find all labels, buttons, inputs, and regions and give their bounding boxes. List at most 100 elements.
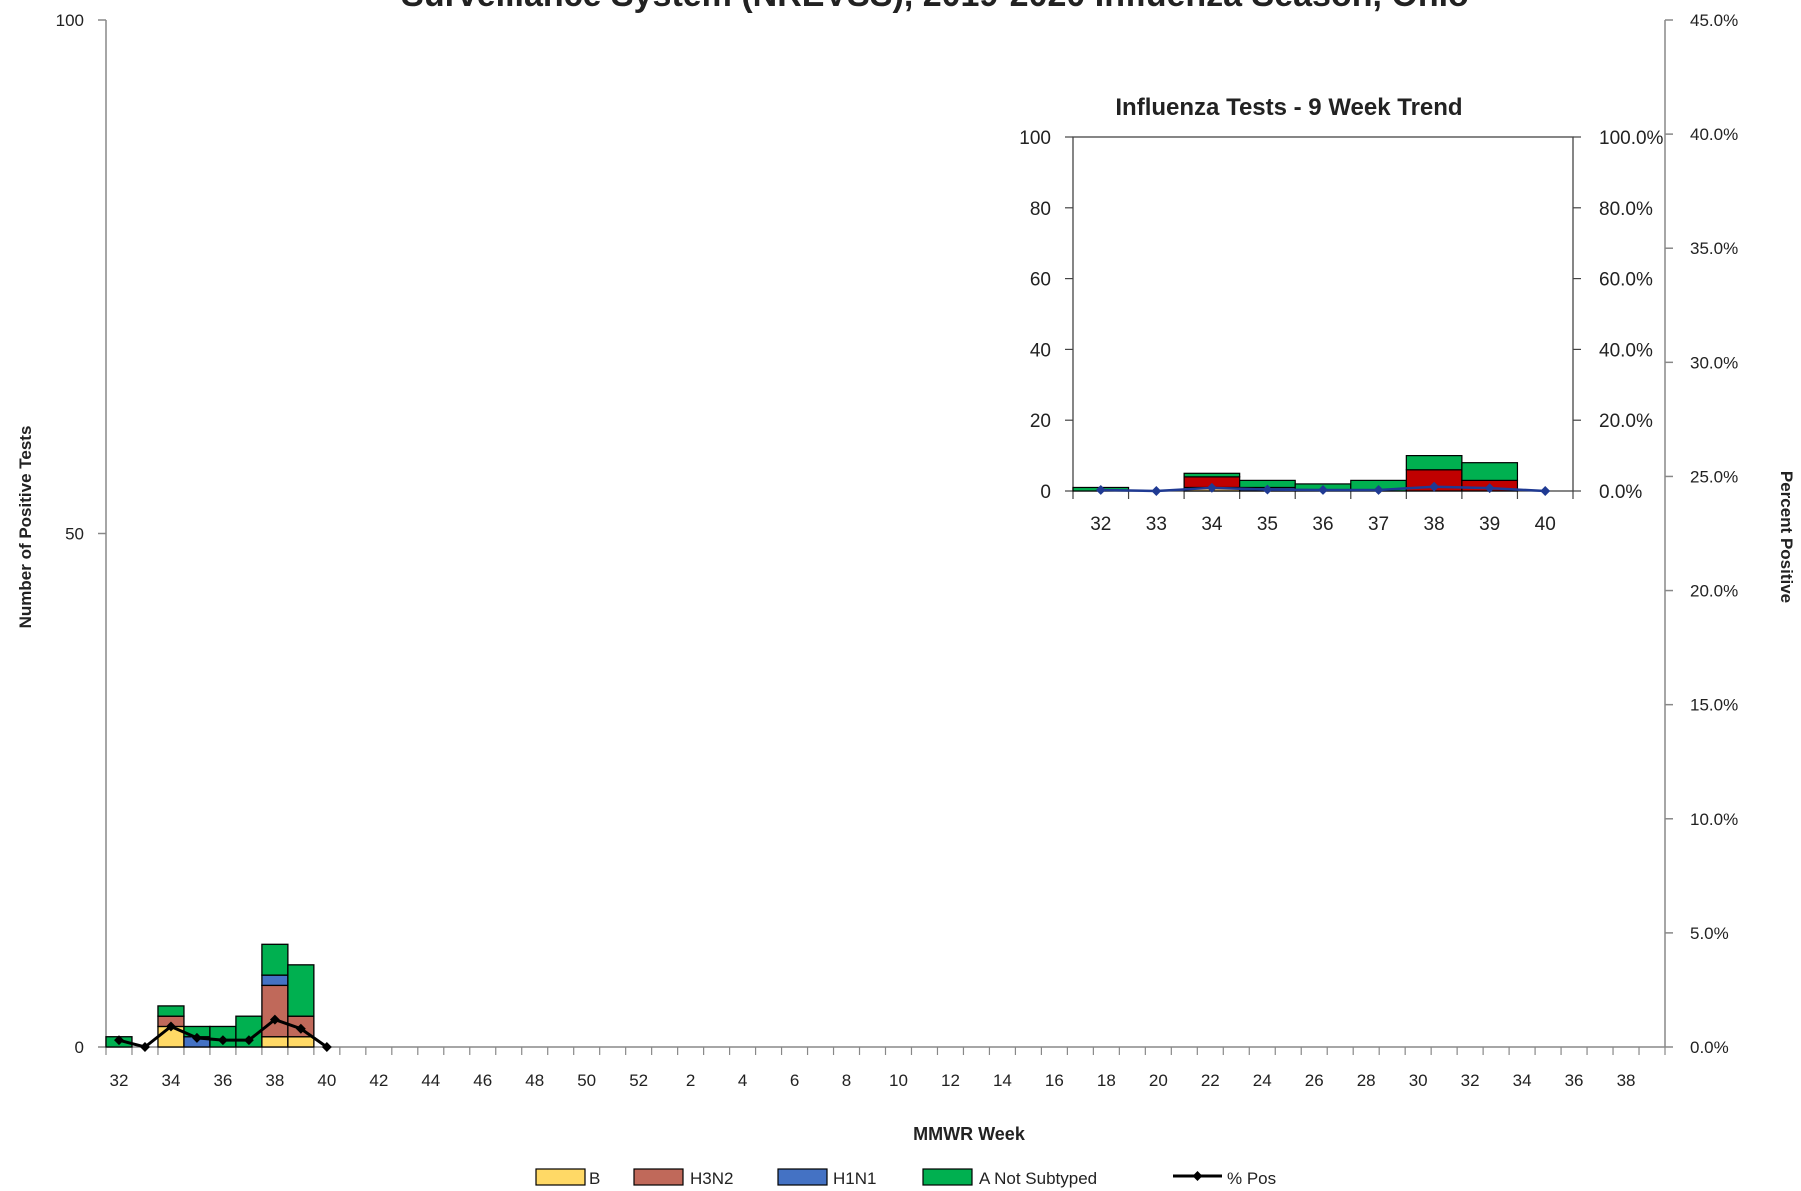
percent-positive-point — [140, 1042, 150, 1052]
x-tick-label: 18 — [1097, 1071, 1116, 1090]
x-tick-label: 8 — [842, 1071, 851, 1090]
x-tick-label: 6 — [790, 1071, 799, 1090]
legend-swatch-h3n2 — [633, 1168, 684, 1186]
x-tick-label: 36 — [1565, 1071, 1584, 1090]
y-tick-label: 0 — [75, 1038, 84, 1057]
inset-x-tick-label: 37 — [1368, 514, 1389, 535]
legend-swatch-h1n1 — [777, 1168, 828, 1186]
inset-x-tick-label: 39 — [1479, 514, 1500, 535]
bar-segment-b — [287, 1036, 315, 1048]
x-tick-label: 42 — [369, 1071, 388, 1090]
inset-x-tick-label: 33 — [1146, 514, 1167, 535]
percent-positive-point — [295, 1023, 306, 1034]
inset-y2-tick-label: 0.0% — [1599, 482, 1642, 503]
inset-percent-positive-point — [1151, 486, 1162, 496]
y2-tick-label: 45.0% — [1690, 11, 1738, 30]
inset-y-tick-label: 20 — [1030, 411, 1051, 432]
inset-y-tick-label: 100 — [1019, 128, 1051, 149]
inset-y2-tick-label: 60.0% — [1599, 270, 1653, 291]
x-tick-label: 12 — [941, 1071, 960, 1090]
inset-percent-positive-point — [1540, 486, 1551, 496]
x-tick-label: 50 — [577, 1071, 596, 1090]
y2-tick-label: 5.0% — [1690, 924, 1729, 943]
inset-x-tick-label: 36 — [1312, 514, 1333, 535]
x-tick-label: 34 — [161, 1071, 180, 1090]
inset-bar-segment-a-not-subtyped — [1183, 472, 1241, 478]
x-tick-label: 14 — [993, 1071, 1012, 1090]
y2-tick-label: 15.0% — [1690, 696, 1738, 715]
bar-segment-b — [261, 1036, 289, 1048]
x-axis-title: MMWR Week — [913, 1124, 1026, 1144]
x-tick-label: 16 — [1045, 1071, 1064, 1090]
legend-label: % Pos — [1227, 1169, 1276, 1188]
y2-tick-label: 10.0% — [1690, 810, 1738, 829]
inset-percent-positive-point — [1484, 483, 1495, 494]
percent-positive-point — [191, 1032, 202, 1043]
legend-label: H3N2 — [690, 1169, 733, 1188]
x-tick-label: 4 — [738, 1071, 747, 1090]
inset-y-tick-label: 0 — [1040, 482, 1051, 503]
bar-segment-a-not-subtyped — [261, 943, 289, 976]
x-tick-label: 48 — [525, 1071, 544, 1090]
x-tick-label: 46 — [473, 1071, 492, 1090]
inset-percent-positive-point — [1429, 481, 1440, 492]
percent-positive-point — [243, 1035, 254, 1046]
y2-axis-title: Percent Positive — [1777, 471, 1796, 603]
x-tick-label: 22 — [1201, 1071, 1220, 1090]
x-tick-label: 32 — [1461, 1071, 1480, 1090]
y2-tick-label: 35.0% — [1690, 239, 1738, 258]
chart-title: Surveillance System (NREVSS), 2019-2020 … — [401, 0, 1469, 14]
y2-tick-label: 0.0% — [1690, 1038, 1729, 1057]
inset-y2-tick-label: 20.0% — [1599, 411, 1653, 432]
x-tick-label: 52 — [629, 1071, 648, 1090]
inset-x-tick-label: 35 — [1257, 514, 1278, 535]
x-tick-label: 10 — [889, 1071, 908, 1090]
y2-tick-label: 30.0% — [1690, 353, 1738, 372]
x-tick-label: 44 — [421, 1071, 440, 1090]
legend-marker-percent-positive — [1192, 1171, 1203, 1181]
percent-positive-point — [321, 1042, 332, 1052]
y2-tick-label: 40.0% — [1690, 125, 1738, 144]
y-tick-label: 50 — [65, 525, 84, 544]
x-tick-label: 24 — [1253, 1071, 1272, 1090]
x-tick-label: 34 — [1513, 1071, 1532, 1090]
inset-y2-tick-label: 80.0% — [1599, 199, 1653, 220]
inset-percent-positive-point — [1262, 484, 1273, 495]
y-tick-label: 100 — [56, 11, 84, 30]
y-axis-title: Number of Positive Tests — [16, 426, 35, 629]
inset-percent-positive-point — [1206, 482, 1217, 493]
inset-percent-positive-point — [1318, 484, 1328, 495]
bar-segment-h3n2 — [261, 984, 289, 1038]
inset-percent-positive-point — [1373, 484, 1384, 495]
x-tick-label: 38 — [1617, 1071, 1636, 1090]
inset-bar-segment-a-not-subtyped — [1405, 455, 1463, 471]
x-tick-label: 20 — [1149, 1071, 1168, 1090]
x-tick-label: 40 — [317, 1071, 336, 1090]
inset-y2-tick-label: 40.0% — [1599, 340, 1653, 361]
x-tick-label: 26 — [1305, 1071, 1324, 1090]
bar-segment-a-not-subtyped — [287, 964, 315, 1017]
inset-title: Influenza Tests - 9 Week Trend — [1115, 94, 1462, 121]
percent-positive-point — [269, 1014, 280, 1025]
x-tick-label: 32 — [110, 1071, 129, 1090]
x-tick-label: 36 — [213, 1071, 232, 1090]
x-tick-label: 30 — [1409, 1071, 1428, 1090]
inset-y-tick-label: 40 — [1030, 340, 1051, 361]
inset-x-tick-label: 40 — [1535, 514, 1556, 535]
x-tick-label: 38 — [265, 1071, 284, 1090]
inset-bar-segment-a-not-subtyped — [1461, 462, 1519, 481]
legend-swatch-a-not-subtyped — [922, 1168, 973, 1186]
legend-label: A Not Subtyped — [979, 1169, 1097, 1188]
inset-plot-frame — [1072, 136, 1574, 492]
legend-label: H1N1 — [833, 1169, 876, 1188]
bar-segment-a-not-subtyped — [157, 1005, 185, 1017]
inset-x-tick-label: 34 — [1201, 514, 1223, 535]
bar-segment-h1n1 — [261, 974, 289, 987]
inset-percent-positive-point — [1095, 484, 1106, 495]
inset-x-tick-label: 32 — [1090, 514, 1111, 535]
percent-positive-point — [114, 1035, 124, 1046]
y2-tick-label: 20.0% — [1690, 582, 1738, 601]
x-tick-label: 28 — [1357, 1071, 1376, 1090]
inset-y-tick-label: 80 — [1030, 199, 1051, 220]
